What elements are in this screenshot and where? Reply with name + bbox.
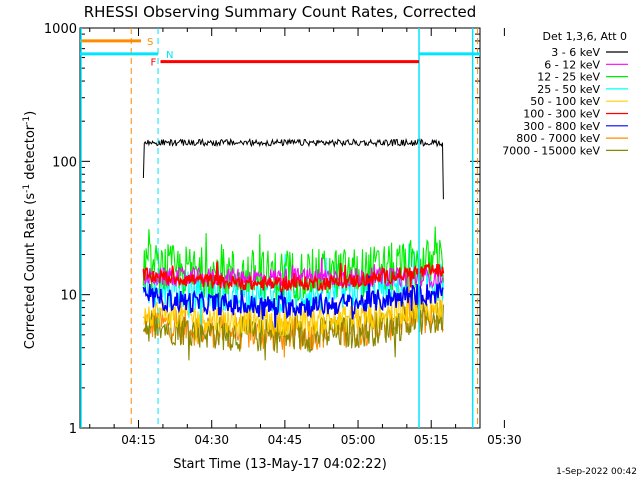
y-tick-label-0: 1 xyxy=(69,422,77,437)
x-tick-label-4: 05:15 xyxy=(414,433,449,447)
axes: 04:15 04:30 04:45 05:00 05:15 05:30 1 10 100 1000 xyxy=(44,22,522,447)
x-tick-label-0: 04:15 xyxy=(121,433,156,447)
legend-label-2: 12 - 25 keV xyxy=(537,71,600,84)
x-tick-label-5: 05:30 xyxy=(487,433,522,447)
night-label: N xyxy=(166,50,173,61)
y-axis-label: Corrected Count Rate (s-1 detector-1) xyxy=(22,111,38,349)
x-tick-label-2: 04:45 xyxy=(268,433,303,447)
legend-label-3: 25 - 50 keV xyxy=(537,83,600,96)
legend-header: Det 1,3,6, Att 0 xyxy=(543,30,627,43)
x-tick-label-3: 05:00 xyxy=(341,433,376,447)
saa-label: S xyxy=(147,37,153,48)
legend-label-0: 3 - 6 keV xyxy=(551,46,600,59)
annotations: S NF xyxy=(80,28,480,428)
series-line-0 xyxy=(142,137,444,200)
y-tick-label-2: 100 xyxy=(52,155,77,170)
series-line-2 xyxy=(142,226,444,302)
y-tick-label-1: 10 xyxy=(60,289,77,304)
plot-area xyxy=(142,137,445,361)
series-line-5 xyxy=(142,261,445,293)
series-line-8 xyxy=(142,301,444,361)
x-axis-label: Start Time (13-May-17 04:02:22) xyxy=(173,457,387,472)
series-line-6 xyxy=(142,275,444,328)
legend-label-8: 7000 - 15000 keV xyxy=(502,144,600,157)
svg-text:Corrected Count Rate (s-1 dete: Corrected Count Rate (s-1 detector-1) xyxy=(22,111,38,349)
legend-label-4: 50 - 100 keV xyxy=(530,95,600,108)
legend-label-5: 100 - 300 keV xyxy=(523,108,600,121)
y-tick-label-3: 1000 xyxy=(44,22,77,37)
flare-label: F xyxy=(150,58,156,69)
legend-label-6: 300 - 800 keV xyxy=(523,120,600,133)
footer-stamp: 1-Sep-2022 00:42 xyxy=(556,467,637,477)
plot-frame xyxy=(79,27,481,429)
legend-label-1: 6 - 12 keV xyxy=(544,58,600,71)
chart-title: RHESSI Observing Summary Count Rates, Co… xyxy=(84,3,477,21)
x-tick-label-1: 04:30 xyxy=(194,433,229,447)
legend-label-7: 800 - 7000 keV xyxy=(516,132,600,145)
